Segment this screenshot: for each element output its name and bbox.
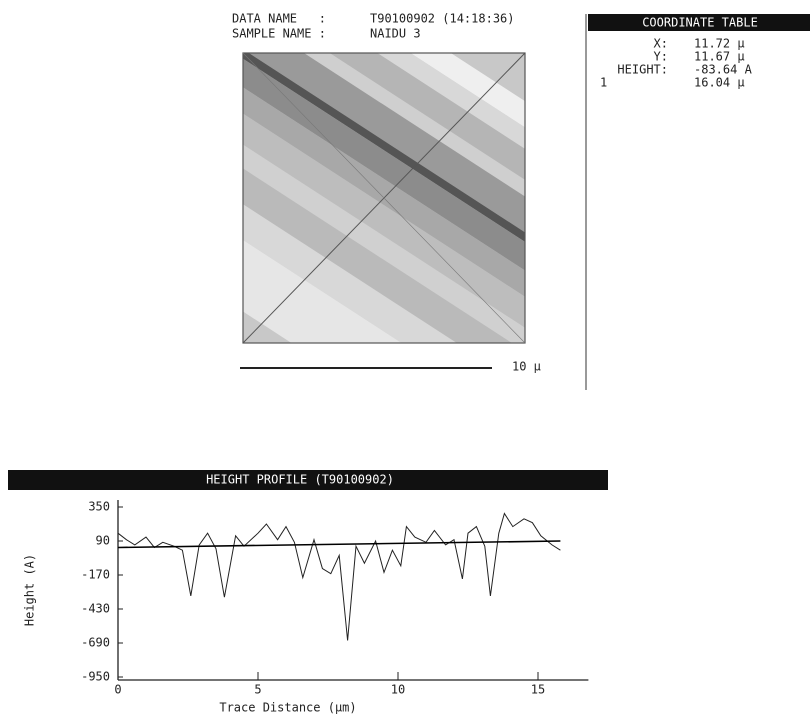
- row-value: -83.64 A: [694, 63, 753, 77]
- row-label: HEIGHT:: [617, 63, 668, 77]
- x-tick-label: 15: [531, 683, 545, 697]
- afm-image: [243, 53, 525, 343]
- table-header: [588, 14, 810, 31]
- row-label: X:: [654, 37, 668, 51]
- x-axis-label: Trace Distance (μm): [219, 701, 356, 715]
- row-label: Y:: [654, 50, 668, 64]
- trace-line: [242, 52, 526, 344]
- x-tick-label: 10: [391, 683, 405, 697]
- y-axis-label: Height (A): [23, 554, 37, 626]
- y-tick-label: 90: [96, 534, 110, 548]
- y-tick-label: -950: [81, 670, 110, 684]
- data-name: T90100902 (14:18:36): [370, 12, 515, 26]
- x-tick-label: 5: [254, 683, 261, 697]
- data-name-label: DATA NAME :: [232, 12, 326, 26]
- profile-line: [117, 540, 561, 549]
- y-tick-label: -430: [81, 602, 110, 616]
- table-rows: X: 11.72 μ Y: 11.67 μ HEIGHT: -83.64 A 1 16.04 …: [600, 37, 753, 90]
- scale-label: 10 μ: [512, 360, 541, 374]
- row-label: 1: [600, 76, 607, 90]
- row-value: 11.67 μ: [694, 50, 745, 64]
- chart-title-bar: [8, 470, 608, 490]
- image-frame: [242, 52, 526, 344]
- y-tick-label: -690: [81, 636, 110, 650]
- x-tick-label: 0: [114, 683, 121, 697]
- sample-name: NAIDU 3: [370, 27, 421, 41]
- plot: 350 90 -170 -430 -690 -950 0 5 10 15: [81, 500, 589, 697]
- row-value: 11.72 μ: [694, 37, 745, 51]
- profile-line: [117, 512, 561, 641]
- y-tick-label: -170: [81, 568, 110, 582]
- row-value: 16.04 μ: [694, 76, 745, 90]
- table-title: COORDINATE TABLE: [642, 16, 758, 30]
- chart-title: HEIGHT PROFILE (T90100902): [206, 473, 394, 487]
- sample-name-label: SAMPLE NAME :: [232, 27, 326, 41]
- y-tick-label: 350: [88, 500, 110, 514]
